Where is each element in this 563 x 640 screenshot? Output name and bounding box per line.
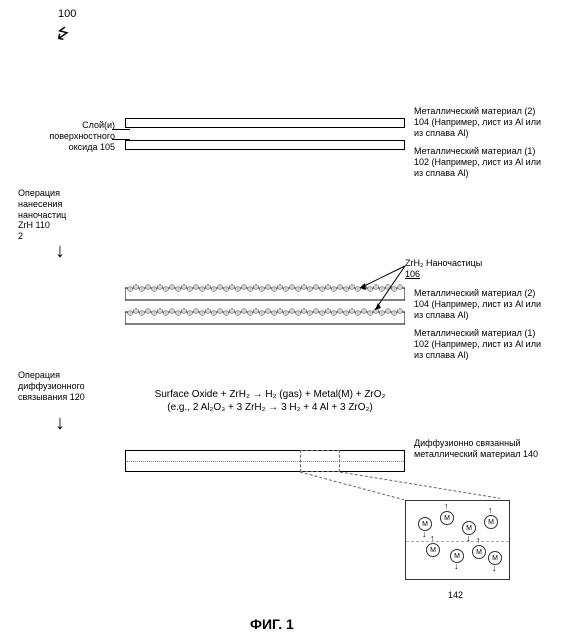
bonded-interface-line — [126, 461, 404, 462]
pointer-zrh2 — [350, 258, 420, 313]
zoom-source-box — [300, 450, 340, 472]
label-oxide-layer: Слой(и) поверхностного оксида 105 — [0, 120, 115, 152]
reaction-line1: Surface Oxide + ZrH₂ → H₂ (gas) + Metal(… — [140, 388, 400, 401]
diffusion-arrow: ↑ — [430, 533, 435, 543]
diffusion-arrow: ↓ — [466, 533, 471, 543]
arrow-stage2-to-stage3: ↓ — [55, 412, 65, 435]
label-op-nanoparticle: Операция нанесения наночастиц ZrH 110 2 — [18, 188, 108, 242]
magnify-box: M↓M↑M↓M↑M↑M↓M↑M↓ — [405, 500, 510, 580]
diffusion-atom: M — [472, 545, 486, 559]
label-mat2-stage2: Металлический материал (2) 104 (Например… — [414, 288, 549, 320]
diffusion-arrow: ↑ — [476, 535, 481, 545]
figure-ref-number: 100 — [58, 8, 76, 20]
diffusion-arrow: ↓ — [492, 563, 497, 573]
diffusion-arrow: ↑ — [444, 501, 449, 511]
label-mat2-stage1: Металлический материал (2) 104 (Например… — [414, 106, 549, 138]
figure-caption: ФИГ. 1 — [250, 616, 294, 632]
label-bonded: Диффузионно связанный металлический мате… — [414, 438, 549, 460]
reaction-equation: Surface Oxide + ZrH₂ → H₂ (gas) + Metal(… — [140, 388, 400, 414]
diffusion-arrow: ↓ — [422, 529, 427, 539]
pointer-oxide-2 — [112, 139, 130, 140]
label-mat1-stage1: Металлический материал (1) 102 (Например… — [414, 146, 549, 178]
label-mat1-stage2: Металлический материал (1) 102 (Например… — [414, 328, 549, 360]
diffusion-atom: M — [484, 515, 498, 529]
pointer-oxide-1 — [112, 129, 130, 130]
figure-ref-arrow: ↯ — [49, 22, 75, 48]
diffusion-atom: M — [426, 543, 440, 557]
diffusion-arrow: ↑ — [488, 505, 493, 515]
magnify-midline — [406, 541, 509, 542]
label-op-diffusion: Операция диффузионного связывания 120 — [18, 370, 116, 402]
diffusion-arrow: ↓ — [454, 561, 459, 571]
plate-top-stage1 — [125, 118, 405, 128]
reaction-line2: (e.g., 2 Al₂O₃ + 3 ZrH₂ → 3 H₂ + 4 Al + … — [140, 401, 400, 414]
arrow-stage1-to-stage2: ↓ — [55, 240, 65, 263]
diffusion-atom: M — [440, 511, 454, 525]
magnify-ref-number: 142 — [448, 590, 463, 600]
plate-bottom-stage1 — [125, 140, 405, 150]
